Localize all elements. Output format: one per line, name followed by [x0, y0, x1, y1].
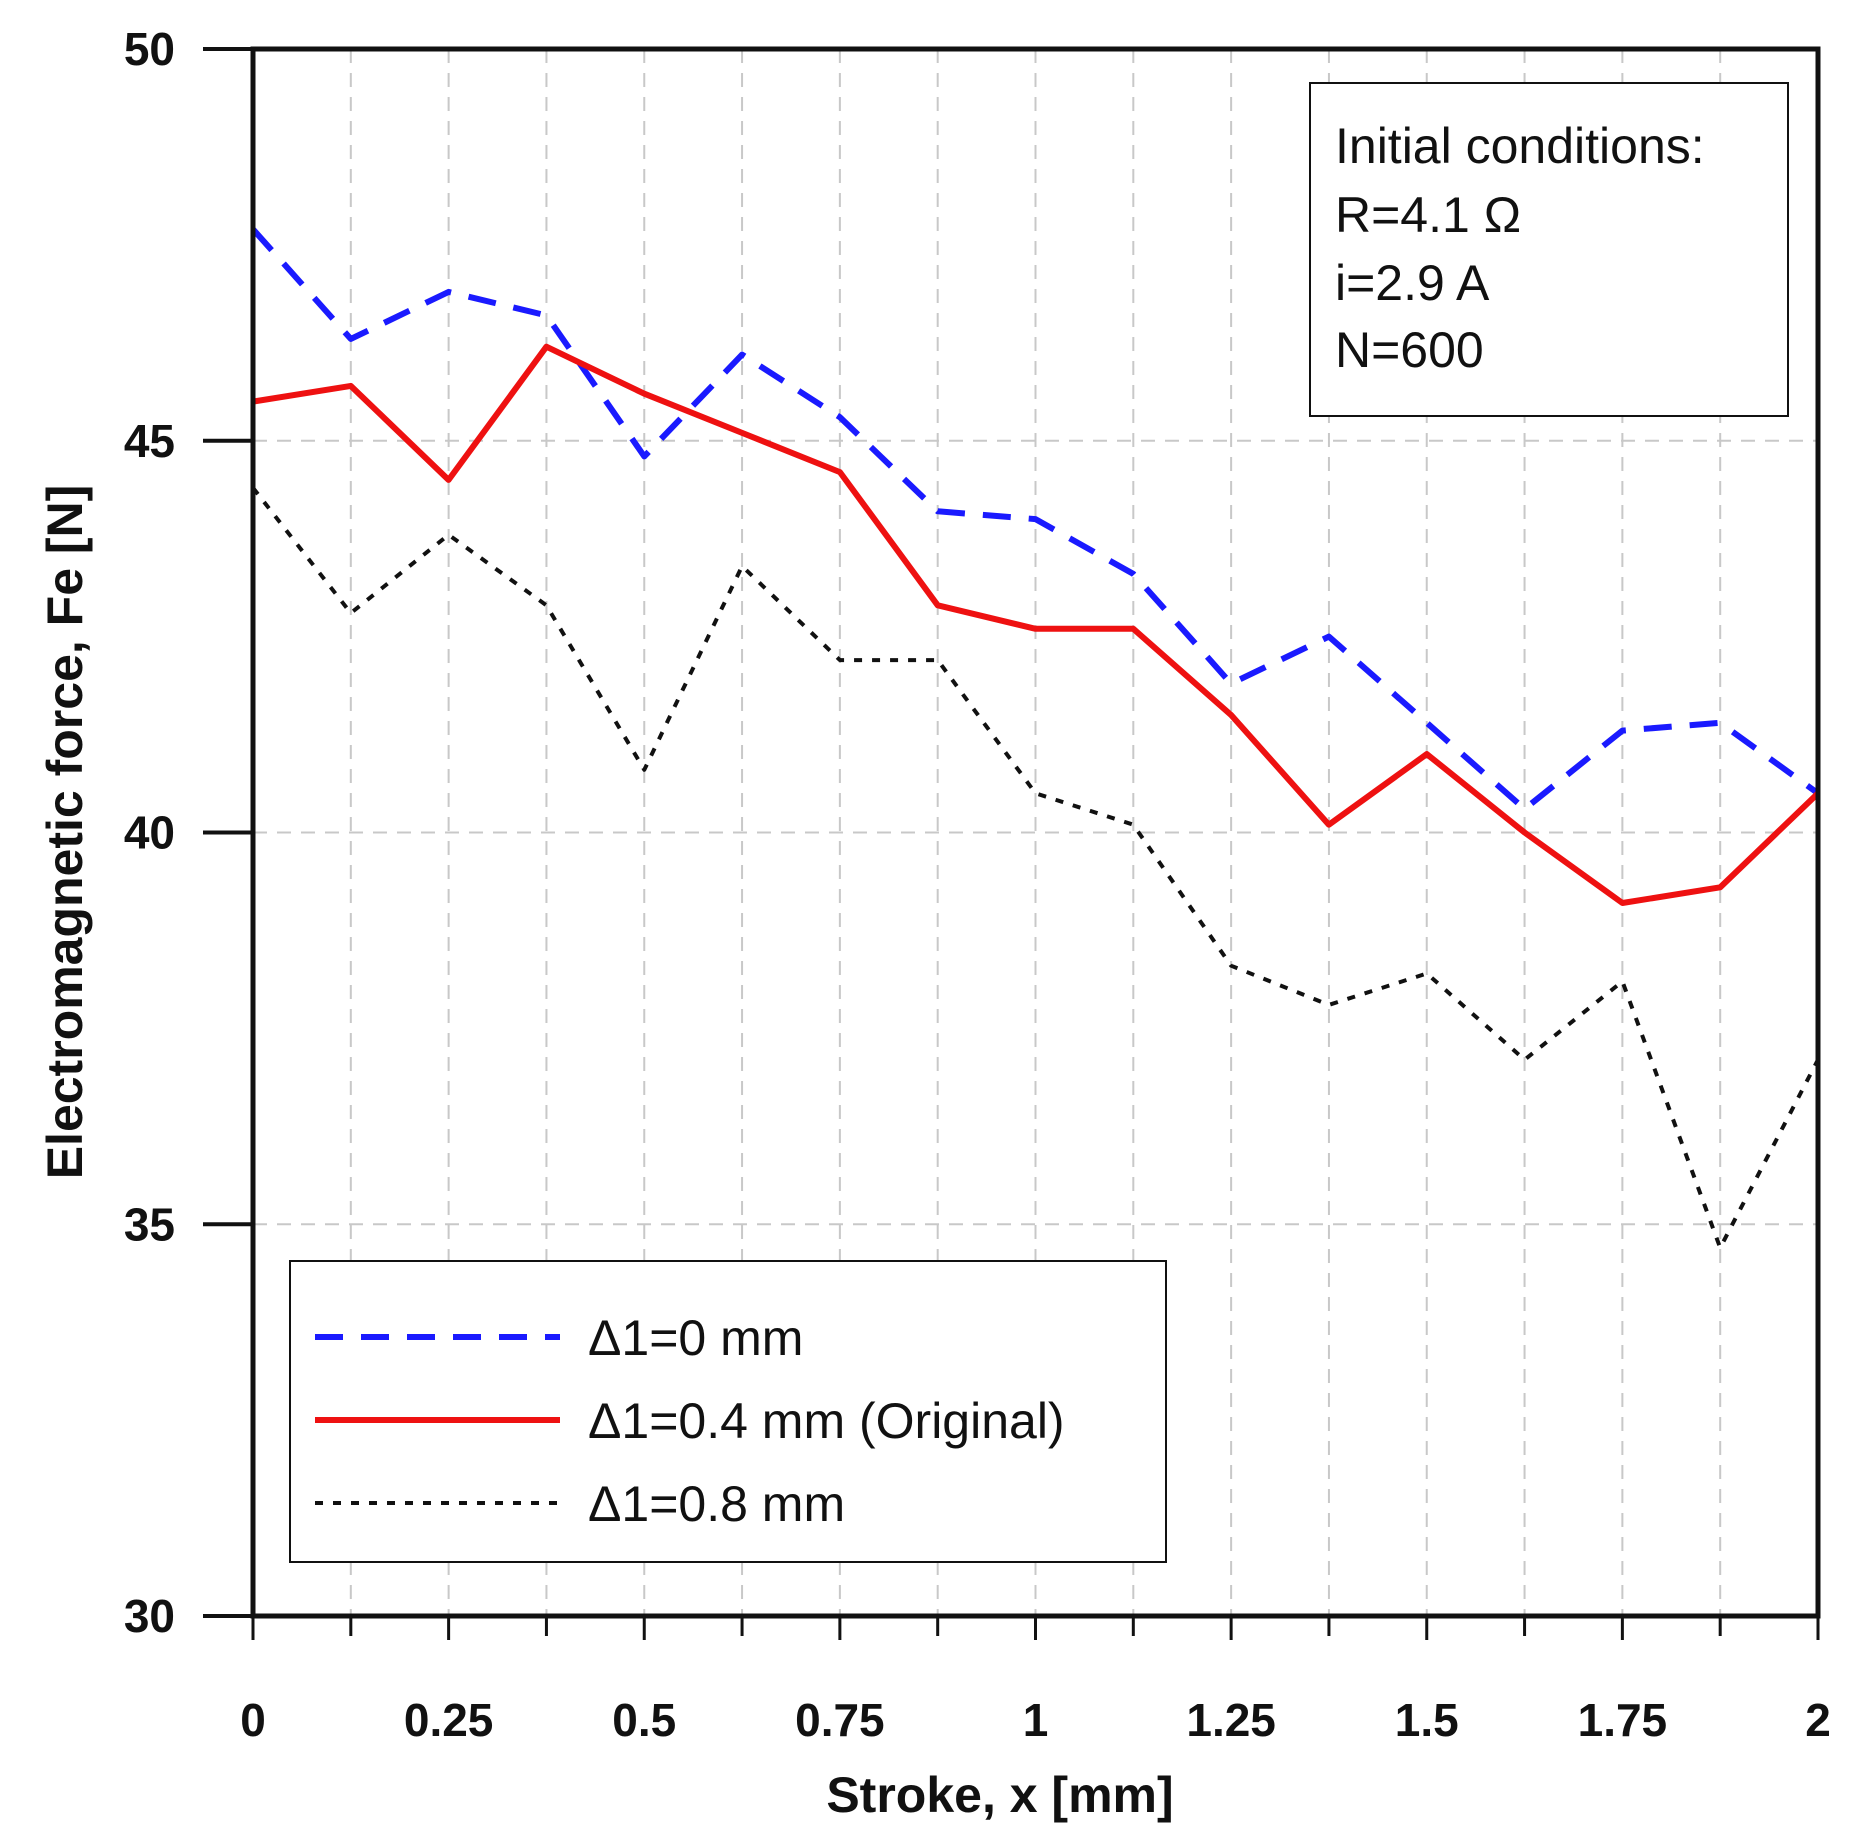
x-tick-label: 0.75	[795, 1694, 885, 1746]
y-tick-label: 40	[124, 807, 175, 859]
annotation-box: Initial conditions: R=4.1 Ω i=2.9 A N=60…	[1309, 82, 1789, 417]
legend: Δ1=0 mm Δ1=0.4 mm (Original) Δ1=0.8 mm	[289, 1260, 1167, 1563]
legend-label: Δ1=0.8 mm	[588, 1476, 845, 1532]
legend-label: Δ1=0 mm	[588, 1310, 803, 1366]
x-tick-label: 2	[1805, 1694, 1831, 1746]
y-tick-label: 30	[124, 1590, 175, 1642]
x-tick-label: 1.25	[1186, 1694, 1276, 1746]
x-tick-label: 0.25	[404, 1694, 494, 1746]
x-axis-title: Stroke, x [mm]	[826, 1767, 1173, 1823]
annotation-line: i=2.9 A	[1335, 255, 1490, 311]
x-tick-label: 1.5	[1395, 1694, 1459, 1746]
annotation-line: R=4.1 Ω	[1335, 187, 1521, 243]
x-tick-label: 1	[1023, 1694, 1049, 1746]
y-tick-label: 50	[124, 23, 175, 75]
series-lines	[250, 227, 1821, 1250]
y-axis: 30 35 40 45 50	[124, 23, 253, 1642]
y-tick-label: 35	[124, 1198, 175, 1250]
y-tick-label: 45	[124, 415, 175, 467]
annotation-line: Initial conditions:	[1335, 118, 1705, 174]
series-line-2	[252, 343, 1821, 906]
x-tick-label: 0	[240, 1694, 266, 1746]
y-axis-title: Electromagnetic force, Fe [N]	[37, 485, 93, 1180]
annotation-line: N=600	[1335, 322, 1484, 378]
x-axis: 0 0.25 0.5 0.75 1 1.25 1.5 1.75 2	[240, 1616, 1831, 1746]
legend-label: Δ1=0.4 mm (Original)	[588, 1393, 1065, 1449]
series-line-3	[251, 486, 1820, 1250]
x-tick-label: 0.5	[612, 1694, 676, 1746]
x-tick-label: 1.75	[1578, 1694, 1668, 1746]
series-line-1	[250, 227, 1820, 812]
